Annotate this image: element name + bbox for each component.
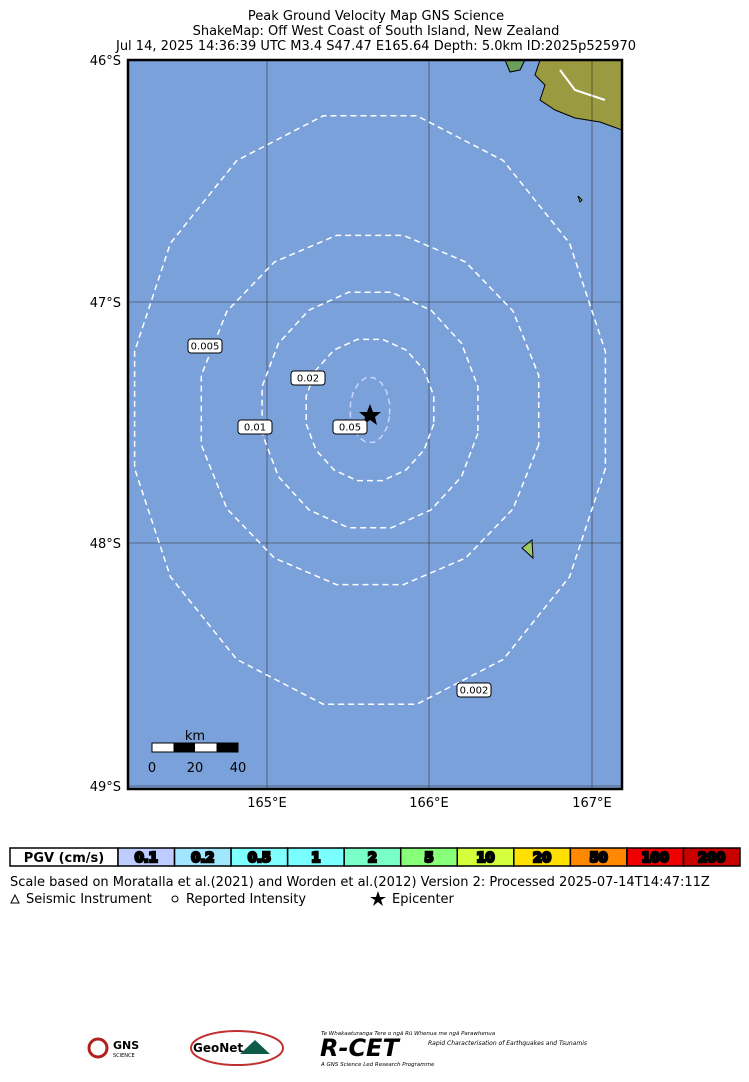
legend-label: 20 xyxy=(533,851,551,866)
contour-label: 0.02 xyxy=(297,374,319,385)
scale-label: 0 xyxy=(148,761,156,776)
lat-label: 48°S xyxy=(90,537,121,552)
symbol-label: Seismic Instrument xyxy=(26,892,152,907)
island xyxy=(521,539,534,560)
footer-note: Scale based on Moratalla et al.(2021) an… xyxy=(10,875,710,890)
legend-label: 10 xyxy=(476,851,494,866)
scale-unit: km xyxy=(185,729,205,744)
lat-label: 46°S xyxy=(90,54,121,69)
legend-label: 1 xyxy=(311,851,320,866)
lat-label: 49°S xyxy=(90,780,121,795)
contour xyxy=(349,376,391,444)
legend-label: 5 xyxy=(424,851,433,866)
rcet-sub: Rapid Characterisation of Earthquakes an… xyxy=(428,1040,587,1047)
legend-label: 50 xyxy=(590,851,608,866)
legend-title: PGV (cm/s) xyxy=(24,851,104,866)
rcet-foot: A GNS Science Led Research Programme xyxy=(320,1062,435,1068)
contour-label: 0.005 xyxy=(191,342,220,353)
symbol-label: Epicenter xyxy=(392,892,455,907)
rcet-maori: Te Whakaaturanga Tere o ngā Rū Whenua me… xyxy=(321,1031,496,1037)
legend-label: 100 xyxy=(642,851,669,866)
geonet-logo: GeoNet xyxy=(193,1041,243,1055)
contour xyxy=(133,115,607,705)
lon-label: 165°E xyxy=(247,796,287,811)
scale-label: 20 xyxy=(187,761,204,776)
lat-label: 47°S xyxy=(90,296,121,311)
title-line: Peak Ground Velocity Map GNS Science xyxy=(248,9,504,24)
symbol-label: Reported Intensity xyxy=(186,892,306,907)
lon-label: 166°E xyxy=(409,796,449,811)
legend-label: 2 xyxy=(368,851,377,866)
scale-bar xyxy=(151,742,239,753)
island xyxy=(577,195,583,203)
contour xyxy=(200,234,540,586)
contour-label: 0.05 xyxy=(339,423,361,434)
contour-label-box xyxy=(456,682,492,698)
legend-label: 0.1 xyxy=(135,851,158,866)
lon-label: 167°E xyxy=(572,796,612,811)
scale-label: 40 xyxy=(230,761,247,776)
contour-label: 0.002 xyxy=(460,686,489,697)
ocean xyxy=(128,60,622,789)
contour-label-box xyxy=(332,419,368,435)
contour-label-box xyxy=(187,338,223,354)
contour xyxy=(305,338,435,482)
map-frame xyxy=(126,58,624,791)
contour-label: 0.01 xyxy=(244,423,266,434)
legend-label: 0.2 xyxy=(191,851,214,866)
rcet-logo: R-CET xyxy=(320,1034,400,1062)
legend-cell xyxy=(682,847,741,867)
land xyxy=(504,60,526,73)
land xyxy=(534,60,622,131)
title-line: ShakeMap: Off West Coast of South Island… xyxy=(193,24,560,39)
boundary xyxy=(559,69,606,101)
legend-label: 200 xyxy=(698,851,725,866)
logos xyxy=(87,1030,284,1066)
legend-label: 0.5 xyxy=(248,851,271,866)
contour-label-box xyxy=(237,419,273,435)
contour-label-box xyxy=(290,370,326,386)
symbol-icons xyxy=(10,891,386,906)
gns-sub: SCIENCE xyxy=(113,1053,135,1059)
title-line: Jul 14, 2025 14:36:39 UTC M3.4 S47.47 E1… xyxy=(115,39,636,54)
gns-logo: GNS xyxy=(113,1039,139,1052)
map-content xyxy=(128,60,622,789)
contour xyxy=(261,291,479,529)
